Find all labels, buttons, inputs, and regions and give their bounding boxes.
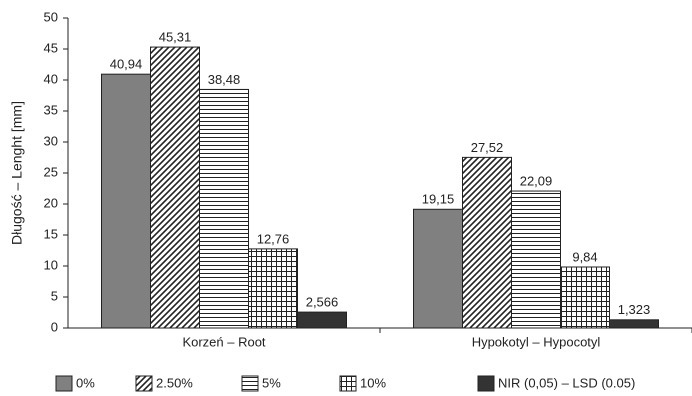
bar: [560, 266, 610, 329]
value-label: 40,94: [110, 57, 143, 72]
bar: [609, 319, 659, 329]
legend-label: 2.50%: [156, 375, 193, 390]
x-tick-label: Korzeń – Root: [182, 334, 265, 349]
legend-swatch: [135, 375, 153, 392]
bar: [413, 208, 463, 329]
legend-label: 5%: [262, 375, 281, 390]
bar: [511, 190, 561, 329]
y-tick-label: 35: [44, 102, 58, 117]
value-label: 2,566: [306, 295, 339, 310]
value-label: 19,15: [422, 192, 455, 207]
y-axis-title: Długość – Lenght [mm]: [9, 101, 25, 245]
y-tick-label: 0: [51, 319, 58, 334]
value-label: 22,09: [520, 173, 553, 188]
value-label: 9,84: [572, 249, 597, 264]
y-tick-label: 20: [44, 195, 58, 210]
bar: [199, 88, 249, 329]
y-tick-label: 15: [44, 226, 58, 241]
legend-swatch: [241, 375, 259, 392]
value-label: 12,76: [257, 231, 290, 246]
bar: [150, 46, 200, 329]
legend-swatch: [55, 375, 73, 392]
bar: [297, 311, 347, 329]
legend-swatch: [477, 375, 495, 392]
x-tick-label: Hypokotyl – Hypocotyl: [472, 334, 601, 349]
value-label: 38,48: [208, 72, 241, 87]
y-tick-label: 10: [44, 257, 58, 272]
value-label: 1,323: [618, 302, 651, 317]
bar: [248, 248, 298, 329]
bar: [462, 156, 512, 329]
y-tick-label: 30: [44, 133, 58, 148]
value-label: 45,31: [159, 30, 192, 45]
y-tick-label: 40: [44, 71, 58, 86]
legend-label: 10%: [360, 375, 386, 390]
legend-swatch: [339, 375, 357, 392]
value-label: 27,52: [471, 140, 504, 155]
y-tick-label: 50: [44, 9, 58, 24]
y-tick-label: 25: [44, 164, 58, 179]
bar: [101, 73, 151, 329]
y-tick-label: 5: [51, 288, 58, 303]
legend-label: 0%: [76, 375, 95, 390]
legend-label: NIR (0,05) – LSD (0.05): [498, 375, 635, 390]
y-tick-label: 45: [44, 40, 58, 55]
